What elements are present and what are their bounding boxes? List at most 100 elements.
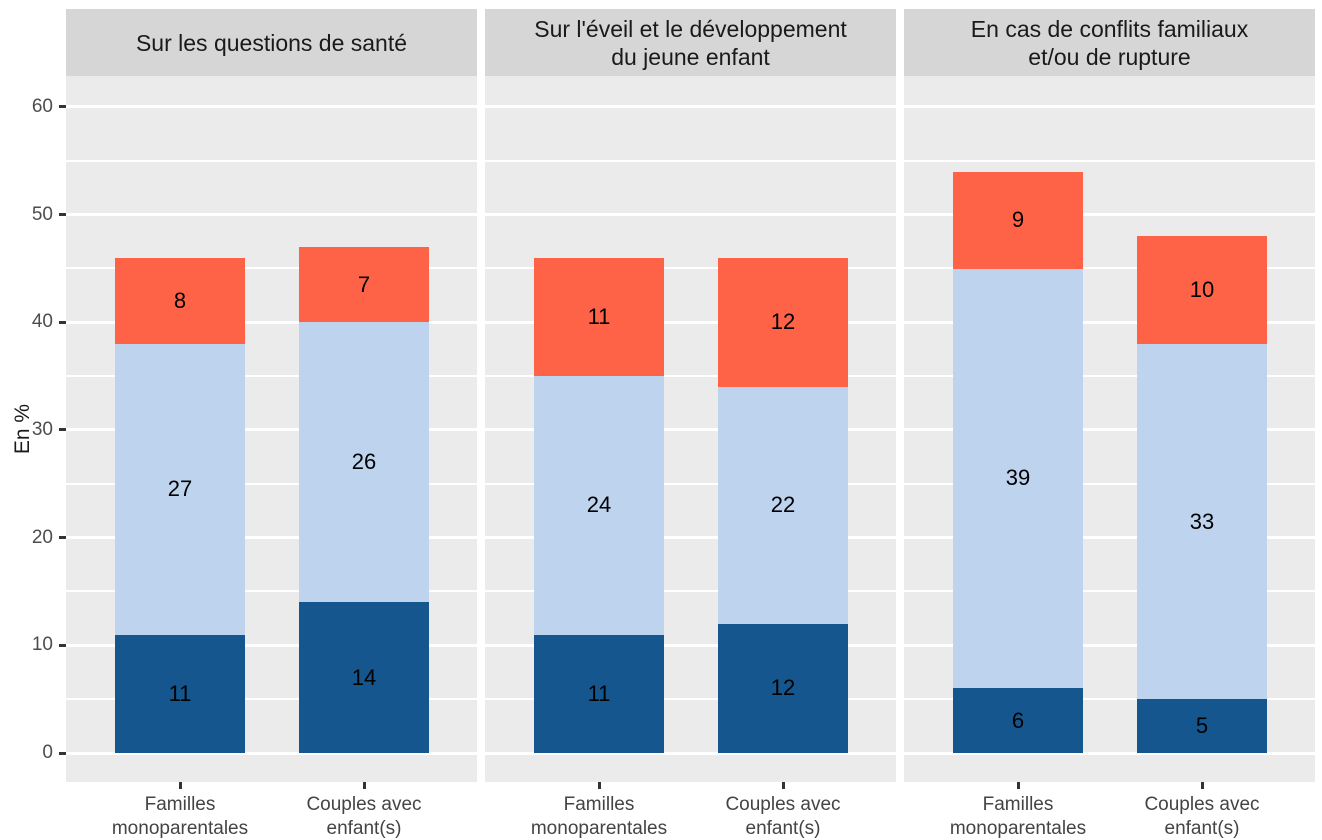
- bar-segment-bottom: 12: [718, 623, 848, 753]
- y-tick-mark: [59, 213, 66, 217]
- bar-segment-middle: 24: [534, 376, 664, 635]
- x-category-label: Familles monoparentales: [111, 794, 249, 839]
- x-tick-mark: [597, 782, 601, 789]
- gridline-minor: [904, 482, 1315, 485]
- bar-value-label: 33: [1189, 508, 1215, 534]
- bar-segment-middle: 26: [299, 322, 429, 603]
- bar-value-label: 11: [587, 303, 611, 329]
- x-category-label: Couples avec enfant(s): [306, 794, 422, 839]
- facet-1: Sur les questions de santé 11 27 8 14 26 7 Fami…: [66, 0, 477, 840]
- gridline-major: [485, 643, 896, 647]
- facet-panel: 6 39 9 5 33 10: [904, 76, 1315, 782]
- bar-segment-top: 8: [115, 257, 245, 344]
- bar-value-label: 26: [351, 449, 377, 475]
- x-tick-mark: [1016, 782, 1020, 789]
- bar-segment-middle: 22: [718, 386, 848, 624]
- bar-segment-top: 10: [1137, 236, 1267, 344]
- facet-2: Sur l'éveil et le développement du jeune…: [485, 0, 896, 840]
- stacked-bar: 6 39 9: [953, 171, 1083, 753]
- stacked-bar: 11 27 8: [115, 257, 245, 753]
- bar-value-label: 6: [1011, 707, 1025, 733]
- bar-value-label: 10: [1189, 277, 1215, 303]
- bar-value-label: 14: [351, 664, 377, 690]
- bar-value-label: 7: [357, 271, 371, 297]
- facet-title: Sur les questions de santé: [66, 9, 477, 76]
- x-tick-mark: [178, 782, 182, 789]
- stacked-bar: 12 22 12: [718, 257, 848, 753]
- gridline-minor: [485, 698, 896, 701]
- bar-value-label: 8: [173, 287, 187, 313]
- x-tick-mark: [1200, 782, 1204, 789]
- facet-panel: 11 27 8 14 26 7: [66, 76, 477, 782]
- facet-row: Sur les questions de santé 11 27 8 14 26 7 Fami…: [66, 0, 1315, 840]
- gridline-minor: [904, 698, 1315, 701]
- y-tick-mark: [59, 751, 66, 755]
- gridline-major: [66, 320, 477, 324]
- y-tick-label: 30: [31, 418, 53, 440]
- bar-segment-bottom: 6: [953, 688, 1083, 753]
- bar-value-label: 24: [586, 492, 612, 518]
- y-tick-mark: [59, 320, 66, 324]
- y-tick-mark: [59, 105, 66, 109]
- x-axis: Familles monoparentales Couples avec enfa…: [66, 782, 477, 840]
- gridline-major: [904, 428, 1315, 432]
- bar-segment-top: 12: [718, 257, 848, 387]
- gridline-major: [485, 428, 896, 432]
- gridline-major: [485, 536, 896, 540]
- bar-value-label: 39: [1005, 465, 1031, 491]
- x-category-label: Familles monoparentales: [530, 794, 668, 839]
- bar-segment-top: 9: [953, 171, 1083, 269]
- gridline-minor: [485, 375, 896, 378]
- gridline-major: [66, 643, 477, 647]
- gridline-minor: [66, 159, 477, 162]
- gridline-major: [904, 320, 1315, 324]
- y-tick-mark: [59, 643, 66, 647]
- y-tick-label: 40: [31, 311, 53, 333]
- gridline-major: [904, 536, 1315, 540]
- stacked-bar: 14 26 7: [299, 246, 429, 753]
- gridline-minor: [485, 590, 896, 593]
- bar-segment-bottom: 11: [115, 634, 245, 753]
- gridline-major: [904, 105, 1315, 109]
- bar-value-label: 11: [168, 680, 192, 706]
- y-tick-label: 20: [31, 526, 53, 548]
- bar-value-label: 5: [1195, 713, 1209, 739]
- gridline-minor: [66, 267, 477, 270]
- x-category-label: Couples avec enfant(s): [725, 794, 841, 839]
- x-axis: Familles monoparentales Couples avec enfa…: [485, 782, 896, 840]
- bar-segment-middle: 39: [953, 268, 1083, 689]
- facet-title: En cas de conflits familiaux et/ou de ru…: [904, 9, 1315, 76]
- facet-title: Sur l'éveil et le développement du jeune…: [485, 9, 896, 76]
- facet-3: En cas de conflits familiaux et/ou de ru…: [904, 0, 1315, 840]
- gridline-minor: [485, 159, 896, 162]
- stacked-bar: 11 24 11: [534, 257, 664, 753]
- gridline-major: [904, 643, 1315, 647]
- bar-segment-bottom: 11: [534, 634, 664, 753]
- x-tick-mark: [781, 782, 785, 789]
- gridline-major: [66, 428, 477, 432]
- gridline-major: [904, 751, 1315, 755]
- gridline-minor: [904, 375, 1315, 378]
- gridline-major: [904, 213, 1315, 217]
- y-tick-label: 10: [31, 634, 53, 656]
- y-tick-label: 50: [31, 203, 53, 225]
- gridline-major: [66, 536, 477, 540]
- bar-value-label: 27: [167, 476, 193, 502]
- gridline-minor: [66, 590, 477, 593]
- bar-segment-bottom: 5: [1137, 699, 1267, 753]
- x-axis: Familles monoparentales Couples avec enfa…: [904, 782, 1315, 840]
- bar-value-label: 12: [770, 309, 796, 335]
- gridline-minor: [485, 482, 896, 485]
- y-tick-label: 0: [42, 742, 53, 763]
- gridline-major: [66, 105, 477, 109]
- gridline-minor: [66, 375, 477, 378]
- bar-segment-top: 11: [534, 257, 664, 377]
- y-tick-mark: [59, 536, 66, 540]
- gridline-major: [485, 213, 896, 217]
- stacked-bar: 5 33 10: [1137, 236, 1267, 753]
- bar-segment-top: 7: [299, 246, 429, 323]
- x-category-label: Couples avec enfant(s): [1144, 794, 1260, 839]
- gridline-major: [66, 213, 477, 217]
- y-axis: 0 10 20 30 40 50 60: [0, 76, 66, 782]
